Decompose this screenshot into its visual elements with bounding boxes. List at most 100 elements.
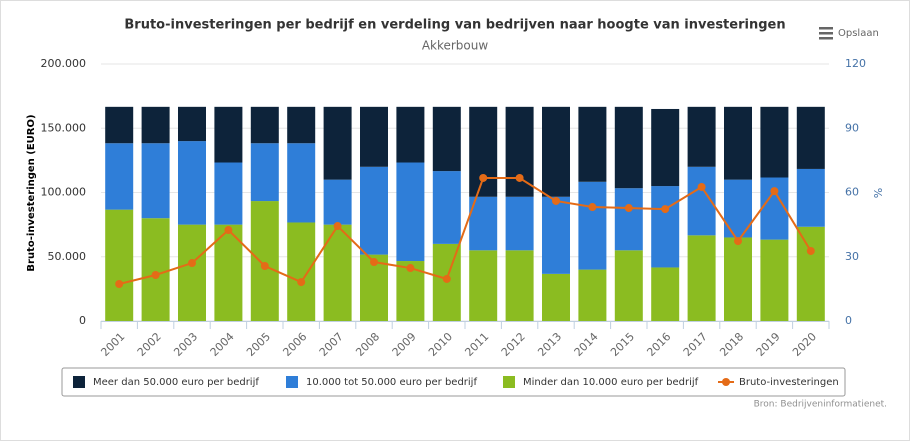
bar-segment [360, 106, 388, 167]
bar-segment [651, 186, 680, 268]
bar-segment [105, 106, 134, 144]
bar-segment [724, 237, 752, 321]
bar-segment [105, 209, 134, 321]
y-tick-label: 0 [79, 314, 86, 327]
line-point [734, 237, 742, 246]
bar-segment [505, 196, 534, 251]
line-point [661, 205, 670, 214]
line-point [697, 182, 706, 191]
menu-icon-bar [819, 32, 833, 35]
line-point [224, 226, 233, 235]
bar-segment [250, 106, 279, 144]
bar-segment [542, 196, 570, 274]
bar-segment [760, 239, 789, 321]
bar-segment [651, 108, 680, 187]
menu-icon-bar [819, 27, 833, 30]
legend-item[interactable]: Minder dan 10.000 euro per bedrijf [503, 376, 699, 388]
bar-segment [542, 106, 570, 197]
bar-segment [323, 106, 352, 180]
y2-axis-title: % [872, 188, 885, 198]
bar-segment [105, 143, 134, 210]
bar-segment [578, 106, 607, 182]
legend-label: 10.000 tot 50.000 euro per bedrijf [306, 377, 477, 388]
y2-tick-label: 0 [845, 314, 852, 327]
legend-symbol [722, 378, 730, 386]
line-point [479, 173, 488, 182]
line-point [552, 196, 560, 205]
y-tick-label: 50.000 [48, 250, 87, 263]
line-point [442, 274, 451, 283]
line-series [118, 176, 812, 285]
bar-segment [614, 250, 643, 321]
line-point [188, 259, 196, 268]
line-point [151, 270, 160, 279]
y-tick-label: 200.000 [41, 57, 87, 70]
line-point [260, 262, 269, 271]
bar-segment [178, 224, 206, 321]
legend-item[interactable]: Meer dan 50.000 euro per bedrijf [73, 376, 259, 388]
line-point [297, 278, 306, 287]
bar-segment [141, 218, 170, 321]
line-point [406, 264, 415, 273]
y2-tick-label: 30 [845, 250, 859, 263]
chart-subtitle: Akkerbouw [422, 39, 489, 53]
line-point [515, 173, 524, 182]
bar-segment [250, 143, 279, 202]
bar-segment [796, 168, 825, 227]
bar-segment [432, 171, 461, 244]
bar-segment [469, 106, 498, 197]
bar-segment [796, 106, 825, 169]
y-tick-label: 150.000 [41, 121, 87, 134]
legend-symbol [73, 376, 85, 388]
bar-segment [214, 106, 243, 163]
line-point [115, 279, 124, 288]
bar-segment [796, 226, 825, 321]
chart-title: Bruto-investeringen per bedrijf en verde… [124, 18, 785, 33]
line-point [624, 204, 633, 213]
y-axis-title: Bruto-investeringen (EURO) [26, 114, 37, 271]
bar-segment [651, 267, 680, 321]
bar-segment [178, 141, 206, 225]
bar-segment [323, 179, 352, 225]
bar-segment [287, 222, 316, 321]
bar-segment [396, 106, 425, 163]
legend-label: Minder dan 10.000 euro per bedrijf [523, 377, 699, 388]
bar-segment [505, 250, 534, 321]
bar-segment [469, 250, 498, 321]
bar-segment [432, 106, 461, 172]
bar-segment [687, 106, 716, 167]
legend-item[interactable]: Bruto-investeringen [718, 377, 839, 388]
y2-tick-label: 60 [845, 186, 859, 199]
bar-segment [614, 188, 643, 251]
y2-tick-label: 90 [845, 121, 859, 134]
legend-label: Meer dan 50.000 euro per bedrijf [93, 377, 259, 388]
bar-segment [542, 273, 570, 321]
credits: Bron: Bedrijveninformatienet. [754, 400, 887, 410]
bar-segment [614, 106, 643, 189]
bar-segment [360, 166, 388, 255]
bar-segment [214, 162, 243, 225]
line-point [333, 222, 342, 231]
bar-segment [687, 235, 716, 321]
bar-segment [760, 106, 789, 178]
menu-label[interactable]: Opslaan [838, 28, 879, 39]
bar-segment [287, 143, 316, 223]
y2-tick-label: 120 [845, 57, 866, 70]
export-menu[interactable]: Opslaan [819, 27, 879, 40]
legend-item[interactable]: 10.000 tot 50.000 euro per bedrijf [286, 376, 477, 388]
bar-segment [214, 224, 243, 321]
line-point [770, 187, 779, 196]
line-point [588, 203, 597, 212]
bar-segment [323, 224, 352, 321]
bar-segment [250, 201, 279, 321]
bar-segment [396, 162, 425, 262]
bar-segment [578, 181, 607, 270]
bar-segment [141, 106, 170, 144]
legend-symbol [503, 376, 515, 388]
line-point [806, 246, 815, 255]
bar-segment [178, 106, 206, 142]
legend-box [61, 367, 846, 397]
bar-segment [287, 106, 316, 144]
bar-segment [141, 143, 170, 219]
